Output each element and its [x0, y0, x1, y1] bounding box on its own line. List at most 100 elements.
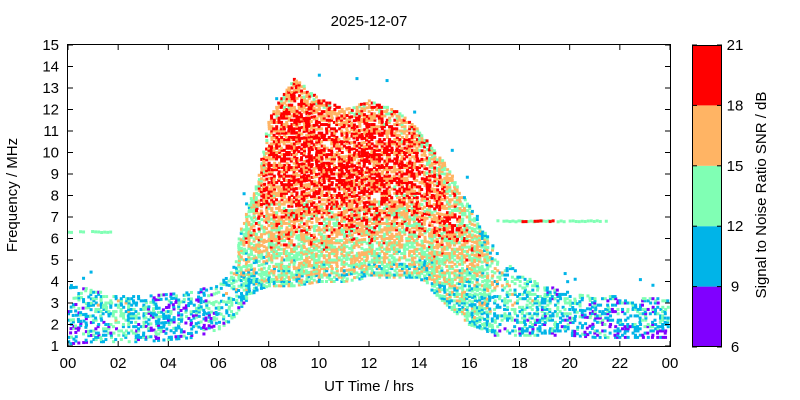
data-point	[355, 206, 359, 210]
data-point	[360, 257, 364, 261]
data-point	[300, 207, 304, 211]
data-point	[89, 321, 93, 325]
data-point	[329, 114, 333, 118]
data-point	[297, 102, 301, 106]
data-point	[309, 145, 313, 149]
data-point	[349, 272, 353, 276]
data-point	[370, 135, 374, 139]
data-point	[437, 218, 441, 222]
data-point	[380, 262, 384, 266]
data-point	[377, 163, 381, 167]
data-point	[423, 209, 427, 213]
data-point	[310, 141, 314, 145]
data-point	[277, 221, 281, 225]
data-point	[278, 151, 282, 154]
data-point	[282, 215, 286, 219]
data-point	[258, 249, 262, 253]
data-point	[245, 249, 249, 253]
data-point	[372, 163, 376, 167]
data-point	[420, 138, 424, 142]
data-point	[272, 245, 276, 249]
data-point	[395, 146, 399, 150]
data-point	[382, 178, 386, 182]
data-point	[383, 191, 387, 195]
data-point	[280, 282, 284, 286]
data-point	[415, 196, 419, 200]
data-point	[425, 210, 429, 214]
data-point	[357, 245, 361, 249]
data-point	[285, 166, 289, 170]
data-point	[360, 233, 364, 237]
data-point	[402, 140, 406, 144]
data-point	[284, 209, 288, 213]
data-point	[122, 333, 126, 337]
data-point	[370, 101, 374, 105]
data-point	[305, 194, 309, 197]
data-point	[392, 211, 396, 215]
data-point	[363, 108, 367, 112]
data-point	[67, 312, 71, 316]
data-point	[400, 245, 404, 249]
data-point	[240, 270, 244, 274]
data-point	[319, 204, 323, 208]
data-point	[287, 153, 291, 157]
data-point	[245, 221, 249, 225]
data-point	[332, 140, 336, 144]
data-point	[97, 307, 101, 311]
data-point	[322, 230, 326, 234]
data-point	[287, 267, 291, 271]
data-point	[395, 267, 399, 271]
data-point	[327, 275, 331, 279]
data-point	[335, 202, 339, 206]
data-point	[119, 301, 123, 305]
data-point	[340, 120, 344, 124]
data-point	[212, 324, 216, 328]
data-point	[330, 271, 334, 275]
data-point	[105, 305, 109, 309]
data-point	[319, 166, 323, 170]
data-point	[305, 209, 309, 213]
data-point	[385, 161, 389, 165]
data-point	[267, 170, 271, 174]
data-point	[287, 196, 291, 200]
data-point	[270, 269, 274, 273]
data-point	[360, 109, 364, 113]
data-point	[405, 138, 409, 142]
data-point	[395, 215, 399, 219]
data-point	[232, 278, 236, 282]
data-point	[357, 176, 361, 180]
data-point	[431, 254, 435, 258]
data-point	[375, 213, 379, 217]
data-point	[362, 216, 366, 220]
data-point	[423, 237, 427, 241]
data-point	[315, 155, 319, 159]
data-point	[398, 123, 402, 127]
data-point	[387, 181, 391, 185]
data-point	[438, 294, 442, 298]
data-point	[383, 202, 387, 206]
data-point	[121, 325, 125, 329]
data-point	[330, 243, 334, 247]
data-point	[357, 221, 361, 225]
data-point	[245, 230, 249, 234]
data-point	[337, 224, 341, 228]
data-point	[370, 155, 374, 159]
data-point	[180, 317, 184, 321]
data-point	[372, 202, 376, 206]
data-point	[272, 280, 276, 283]
data-point	[423, 216, 427, 220]
data-point	[307, 96, 311, 100]
data-point	[252, 211, 256, 215]
data-point	[134, 340, 138, 344]
data-point	[372, 151, 376, 154]
data-point	[401, 221, 405, 225]
data-point	[310, 132, 314, 136]
data-point	[403, 166, 407, 170]
data-point	[342, 163, 346, 167]
data-point	[290, 256, 294, 260]
data-point	[325, 110, 329, 114]
data-point	[147, 322, 151, 326]
data-point	[280, 181, 284, 185]
data-point	[302, 207, 306, 211]
data-point	[295, 133, 299, 137]
